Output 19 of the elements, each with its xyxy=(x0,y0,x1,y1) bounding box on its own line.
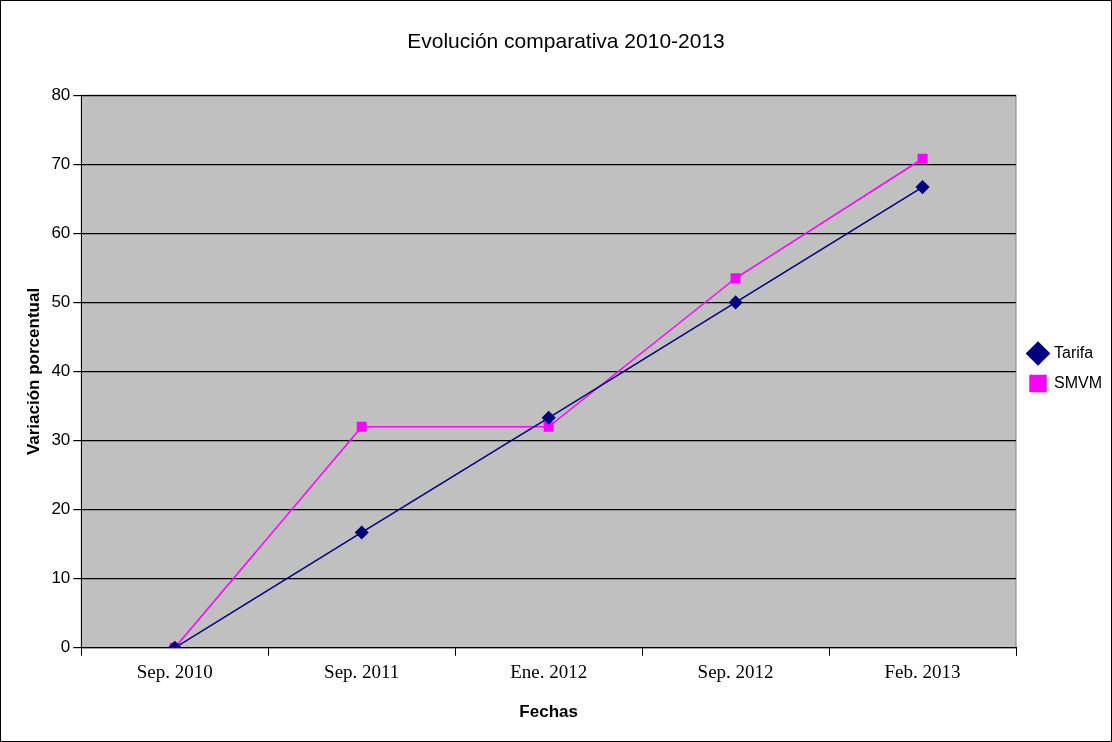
y-tick-label: 10 xyxy=(51,568,71,588)
x-tick-label: Sep. 2010 xyxy=(136,661,213,683)
x-axis-title: Fechas xyxy=(519,702,578,722)
y-axis-title: Variación porcentual xyxy=(23,287,43,456)
y-tick-label: 20 xyxy=(51,499,71,519)
y-tick-label: 40 xyxy=(51,361,71,381)
legend-label: Tarifa xyxy=(1054,343,1094,361)
y-tick-label: 30 xyxy=(51,430,71,450)
y-tick-label: 80 xyxy=(51,84,71,104)
y-tick-label: 0 xyxy=(60,637,71,657)
legend-label: SMVM xyxy=(1054,373,1102,391)
chart-title: Evolución comparativa 2010-2013 xyxy=(407,29,725,53)
y-tick-label: 70 xyxy=(51,153,71,173)
x-tick-label: Sep. 2012 xyxy=(697,661,774,683)
x-tick-label: Ene. 2012 xyxy=(510,661,588,683)
x-tick-label: Feb. 2013 xyxy=(884,661,961,683)
x-tick-label: Sep. 2011 xyxy=(324,661,400,683)
y-tick-label: 60 xyxy=(51,223,71,243)
y-tick-label: 50 xyxy=(51,292,71,312)
